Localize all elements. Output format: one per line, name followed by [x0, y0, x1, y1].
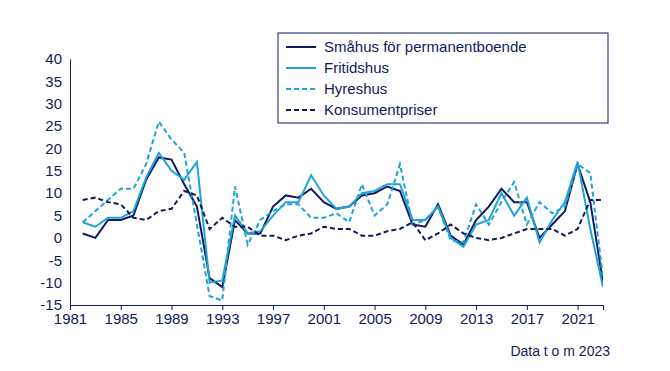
x-tick-label: 1989 [155, 310, 188, 327]
y-tick: -15 [40, 296, 70, 313]
x-tick: 2009 [409, 305, 442, 327]
y-tick: 15 [45, 162, 70, 179]
y-tick: 30 [45, 95, 70, 112]
series-line [83, 157, 603, 287]
legend-swatch [286, 46, 316, 48]
x-tick-label: 1993 [206, 310, 239, 327]
y-tick-label: 30 [45, 95, 62, 112]
y-tick: 40 [45, 50, 70, 67]
legend-label: Hyreshus [324, 80, 387, 97]
y-axis: -15 -10 -5 0 5 10 15 20 25 30 35 40 [40, 50, 70, 313]
x-tick-label: 2017 [511, 310, 544, 327]
x-tick-label: 1997 [257, 310, 290, 327]
y-tick: 35 [45, 73, 70, 90]
y-tick: -5 [49, 252, 70, 269]
y-tick-label: 40 [45, 50, 62, 67]
legend-swatch [286, 88, 316, 90]
legend-label: Småhus för permanentboende [324, 38, 527, 55]
x-tick-label: 2001 [308, 310, 341, 327]
x-tick: 1985 [105, 305, 138, 327]
legend: Småhus för permanentboende Fritidshus Hyre… [278, 33, 608, 123]
y-tick: 5 [54, 207, 70, 224]
legend-label: Fritidshus [324, 59, 389, 76]
y-tick-label: 5 [54, 207, 62, 224]
y-tick-label: -5 [49, 252, 62, 269]
y-tick: 10 [45, 184, 70, 201]
x-tick-label: 2013 [460, 310, 493, 327]
legend-label: Konsumentpriser [324, 101, 437, 118]
y-tick-label: 0 [54, 229, 62, 246]
x-tick: 2005 [358, 305, 391, 327]
y-tick: 20 [45, 140, 70, 157]
chart: 1981198519891993199720012005200920132017… [0, 0, 670, 371]
y-tick-label: 35 [45, 73, 62, 90]
x-tick-label: 1985 [105, 310, 138, 327]
annotation: Data t o m 2023 [510, 343, 610, 359]
x-tick: 1989 [155, 305, 188, 327]
x-axis: 1981198519891993199720012005200920132017… [54, 305, 604, 327]
y-tick-label: 10 [45, 184, 62, 201]
y-tick: -10 [40, 274, 70, 291]
lines [83, 122, 603, 301]
y-tick-label: -10 [40, 274, 62, 291]
legend-swatch [286, 67, 316, 69]
axis-line [70, 60, 71, 306]
y-tick-label: 25 [45, 117, 62, 134]
x-tick: 2021 [561, 305, 594, 327]
legend-box [278, 33, 608, 123]
x-tick-label: 2021 [561, 310, 594, 327]
x-tick: 1997 [257, 305, 290, 327]
y-tick-label: 20 [45, 140, 62, 157]
y-tick-label: -15 [40, 296, 62, 313]
y-tick-label: 15 [45, 162, 62, 179]
x-tick-label: 2005 [358, 310, 391, 327]
x-tick: 1993 [206, 305, 239, 327]
y-tick: 25 [45, 117, 70, 134]
x-tick-label: 2009 [409, 310, 442, 327]
x-tick: 2001 [308, 305, 341, 327]
series-line [83, 191, 603, 240]
legend-swatch [286, 109, 316, 111]
series-line [83, 122, 603, 301]
x-tick: 2017 [511, 305, 544, 327]
y-tick: 0 [54, 229, 70, 246]
x-tick: 2013 [460, 305, 493, 327]
